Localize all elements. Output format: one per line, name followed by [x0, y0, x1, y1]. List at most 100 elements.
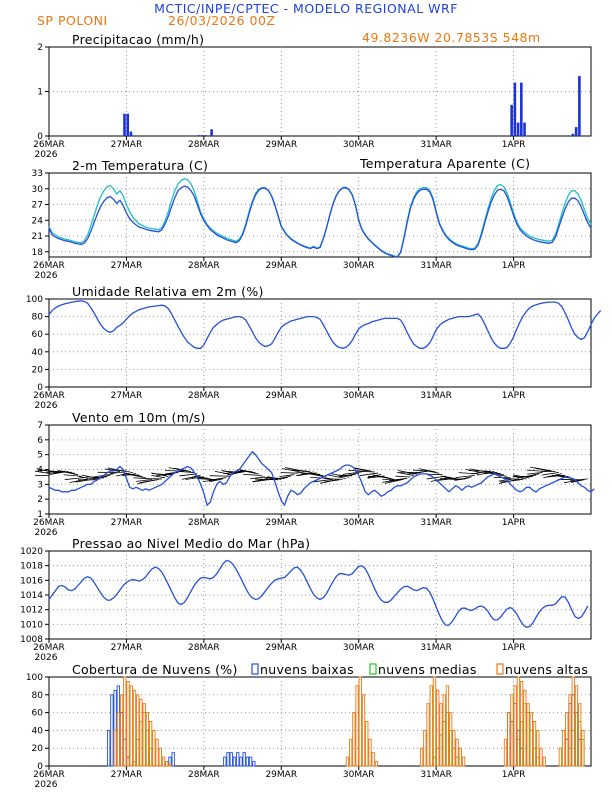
- wind-arrow: [359, 472, 379, 476]
- cloud-bar-high: [168, 763, 172, 767]
- cloud-bar-high: [426, 703, 430, 767]
- cloud-bar-high: [568, 694, 572, 767]
- cloud-bar-high: [448, 712, 453, 767]
- y-tick-label: 5: [37, 451, 43, 461]
- x-tick-label: 27MAR: [111, 261, 143, 271]
- cloud-bar-high: [165, 761, 169, 767]
- y-tick-label: 60: [32, 709, 44, 719]
- legend-swatch: [369, 663, 377, 675]
- wind-arrow: [418, 468, 437, 473]
- y-tick-label: 1010: [20, 620, 43, 630]
- cloud-bar-high: [345, 756, 350, 767]
- cloud-bar-high: [419, 747, 424, 767]
- cloud-bar-high: [123, 676, 127, 767]
- y-tick-label: 24: [32, 216, 44, 226]
- wind-arrow: [571, 479, 585, 483]
- wind-arrow: [395, 475, 411, 478]
- wind-arrow: [485, 470, 504, 476]
- x-tick-label: 28MAR: [188, 643, 220, 653]
- cloud-bar-high: [503, 738, 508, 767]
- x-tick-label: 30MAR: [343, 140, 375, 150]
- cloud-bar-high: [565, 712, 569, 767]
- wind-arrow: [455, 476, 472, 481]
- wind-arrow: [326, 474, 346, 479]
- cloud-bar-high: [461, 756, 466, 767]
- cloud-bar-high: [558, 747, 562, 767]
- y-tick-label: 1008: [20, 635, 43, 645]
- y-tick-label: 40: [32, 348, 44, 358]
- cloud-bar-low: [171, 752, 175, 767]
- wind-arrow: [382, 479, 401, 483]
- cloud-bar-high: [542, 756, 546, 767]
- precip-bar: [210, 129, 213, 136]
- y-tick-label: 21: [32, 232, 43, 242]
- wind-arrow: [34, 470, 53, 475]
- cloud-bar-high: [458, 747, 462, 767]
- panel-title: Vento em 10m (m/s): [72, 410, 206, 425]
- cloud-bar-high: [352, 712, 356, 767]
- wind-arrow: [179, 471, 195, 473]
- precip-bar: [123, 113, 126, 136]
- cloud-bar-low: [110, 694, 114, 767]
- wind-arrow: [440, 478, 456, 480]
- cloud-bar-high: [532, 721, 537, 767]
- cloud-bar-high: [113, 729, 117, 767]
- wind-arrow: [78, 476, 98, 481]
- cloud-bar-high: [365, 721, 369, 767]
- wind-arrow: [295, 470, 311, 474]
- cloud-bar-high: [578, 703, 582, 767]
- x-tick-label: 1APR: [502, 643, 526, 653]
- series-line-aparente: [48, 178, 592, 258]
- panel-3: 0 20 40 60 80 100 26MAR 27MAR 28MAR 29MAR 30MAR 31M…: [26, 284, 602, 411]
- cloud-bar-high: [529, 712, 533, 767]
- wind-arrow: [342, 471, 362, 475]
- wind-arrow: [500, 479, 521, 483]
- x-year-label: 2026: [35, 528, 58, 538]
- x-tick-label: 26MAR: [33, 391, 65, 401]
- precip-bar: [578, 75, 581, 136]
- wind-arrow: [324, 478, 343, 480]
- y-tick-label: 18: [32, 248, 44, 258]
- x-tick-label: 28MAR: [188, 391, 220, 401]
- cloud-bar-high: [158, 747, 162, 767]
- wind-arrow: [388, 477, 408, 481]
- wind-arrow: [440, 475, 459, 481]
- wind-arrow: [541, 472, 559, 476]
- cloud-bar-high: [136, 694, 140, 767]
- wind-arrow: [208, 477, 227, 481]
- x-tick-label: 30MAR: [343, 261, 375, 271]
- y-tick-label: 1018: [20, 562, 43, 572]
- legend-label: nuvens altas: [505, 662, 588, 677]
- wind-arrow: [110, 471, 130, 474]
- wind-arrow: [181, 474, 201, 480]
- x-tick-label: 30MAR: [343, 770, 375, 780]
- x-tick-label: 27MAR: [111, 643, 143, 653]
- panel-title: 2-m Temperatura (C): [72, 158, 208, 173]
- panel-2: 18 21 24 27 30 33 26MAR 27MAR 28MAR 29MAR 30MAR 31M…: [32, 156, 592, 281]
- precip-bar: [203, 135, 207, 136]
- series-line-main: [48, 300, 602, 349]
- cloud-bar-high: [371, 752, 375, 767]
- cloud-bar-high: [513, 685, 517, 767]
- cloud-bar-high: [539, 747, 543, 767]
- precip-bar: [574, 127, 578, 136]
- y-tick-label: 100: [26, 673, 43, 683]
- precip-bar: [126, 113, 130, 136]
- x-tick-label: 29MAR: [265, 261, 297, 271]
- x-tick-label: 28MAR: [188, 140, 220, 150]
- y-tick-label: 1: [37, 88, 43, 98]
- cloud-bar-high: [129, 685, 133, 767]
- x-tick-label: 31MAR: [420, 391, 452, 401]
- panel-frame: [48, 676, 592, 767]
- y-tick-label: 27: [32, 201, 43, 211]
- panel-frame: [48, 298, 592, 388]
- x-tick-label: 27MAR: [111, 518, 143, 528]
- wind-arrow: [64, 477, 85, 480]
- x-year-label: 2026: [35, 780, 58, 790]
- panel-title: Pressao ao Nivel Medio do Mar (hPa): [72, 536, 310, 551]
- cloud-bar-high: [119, 694, 124, 767]
- cloud-bar-high: [510, 694, 514, 767]
- x-tick-label: 26MAR: [33, 643, 65, 653]
- wind-arrow: [570, 478, 588, 482]
- cloud-bar-high: [368, 738, 372, 767]
